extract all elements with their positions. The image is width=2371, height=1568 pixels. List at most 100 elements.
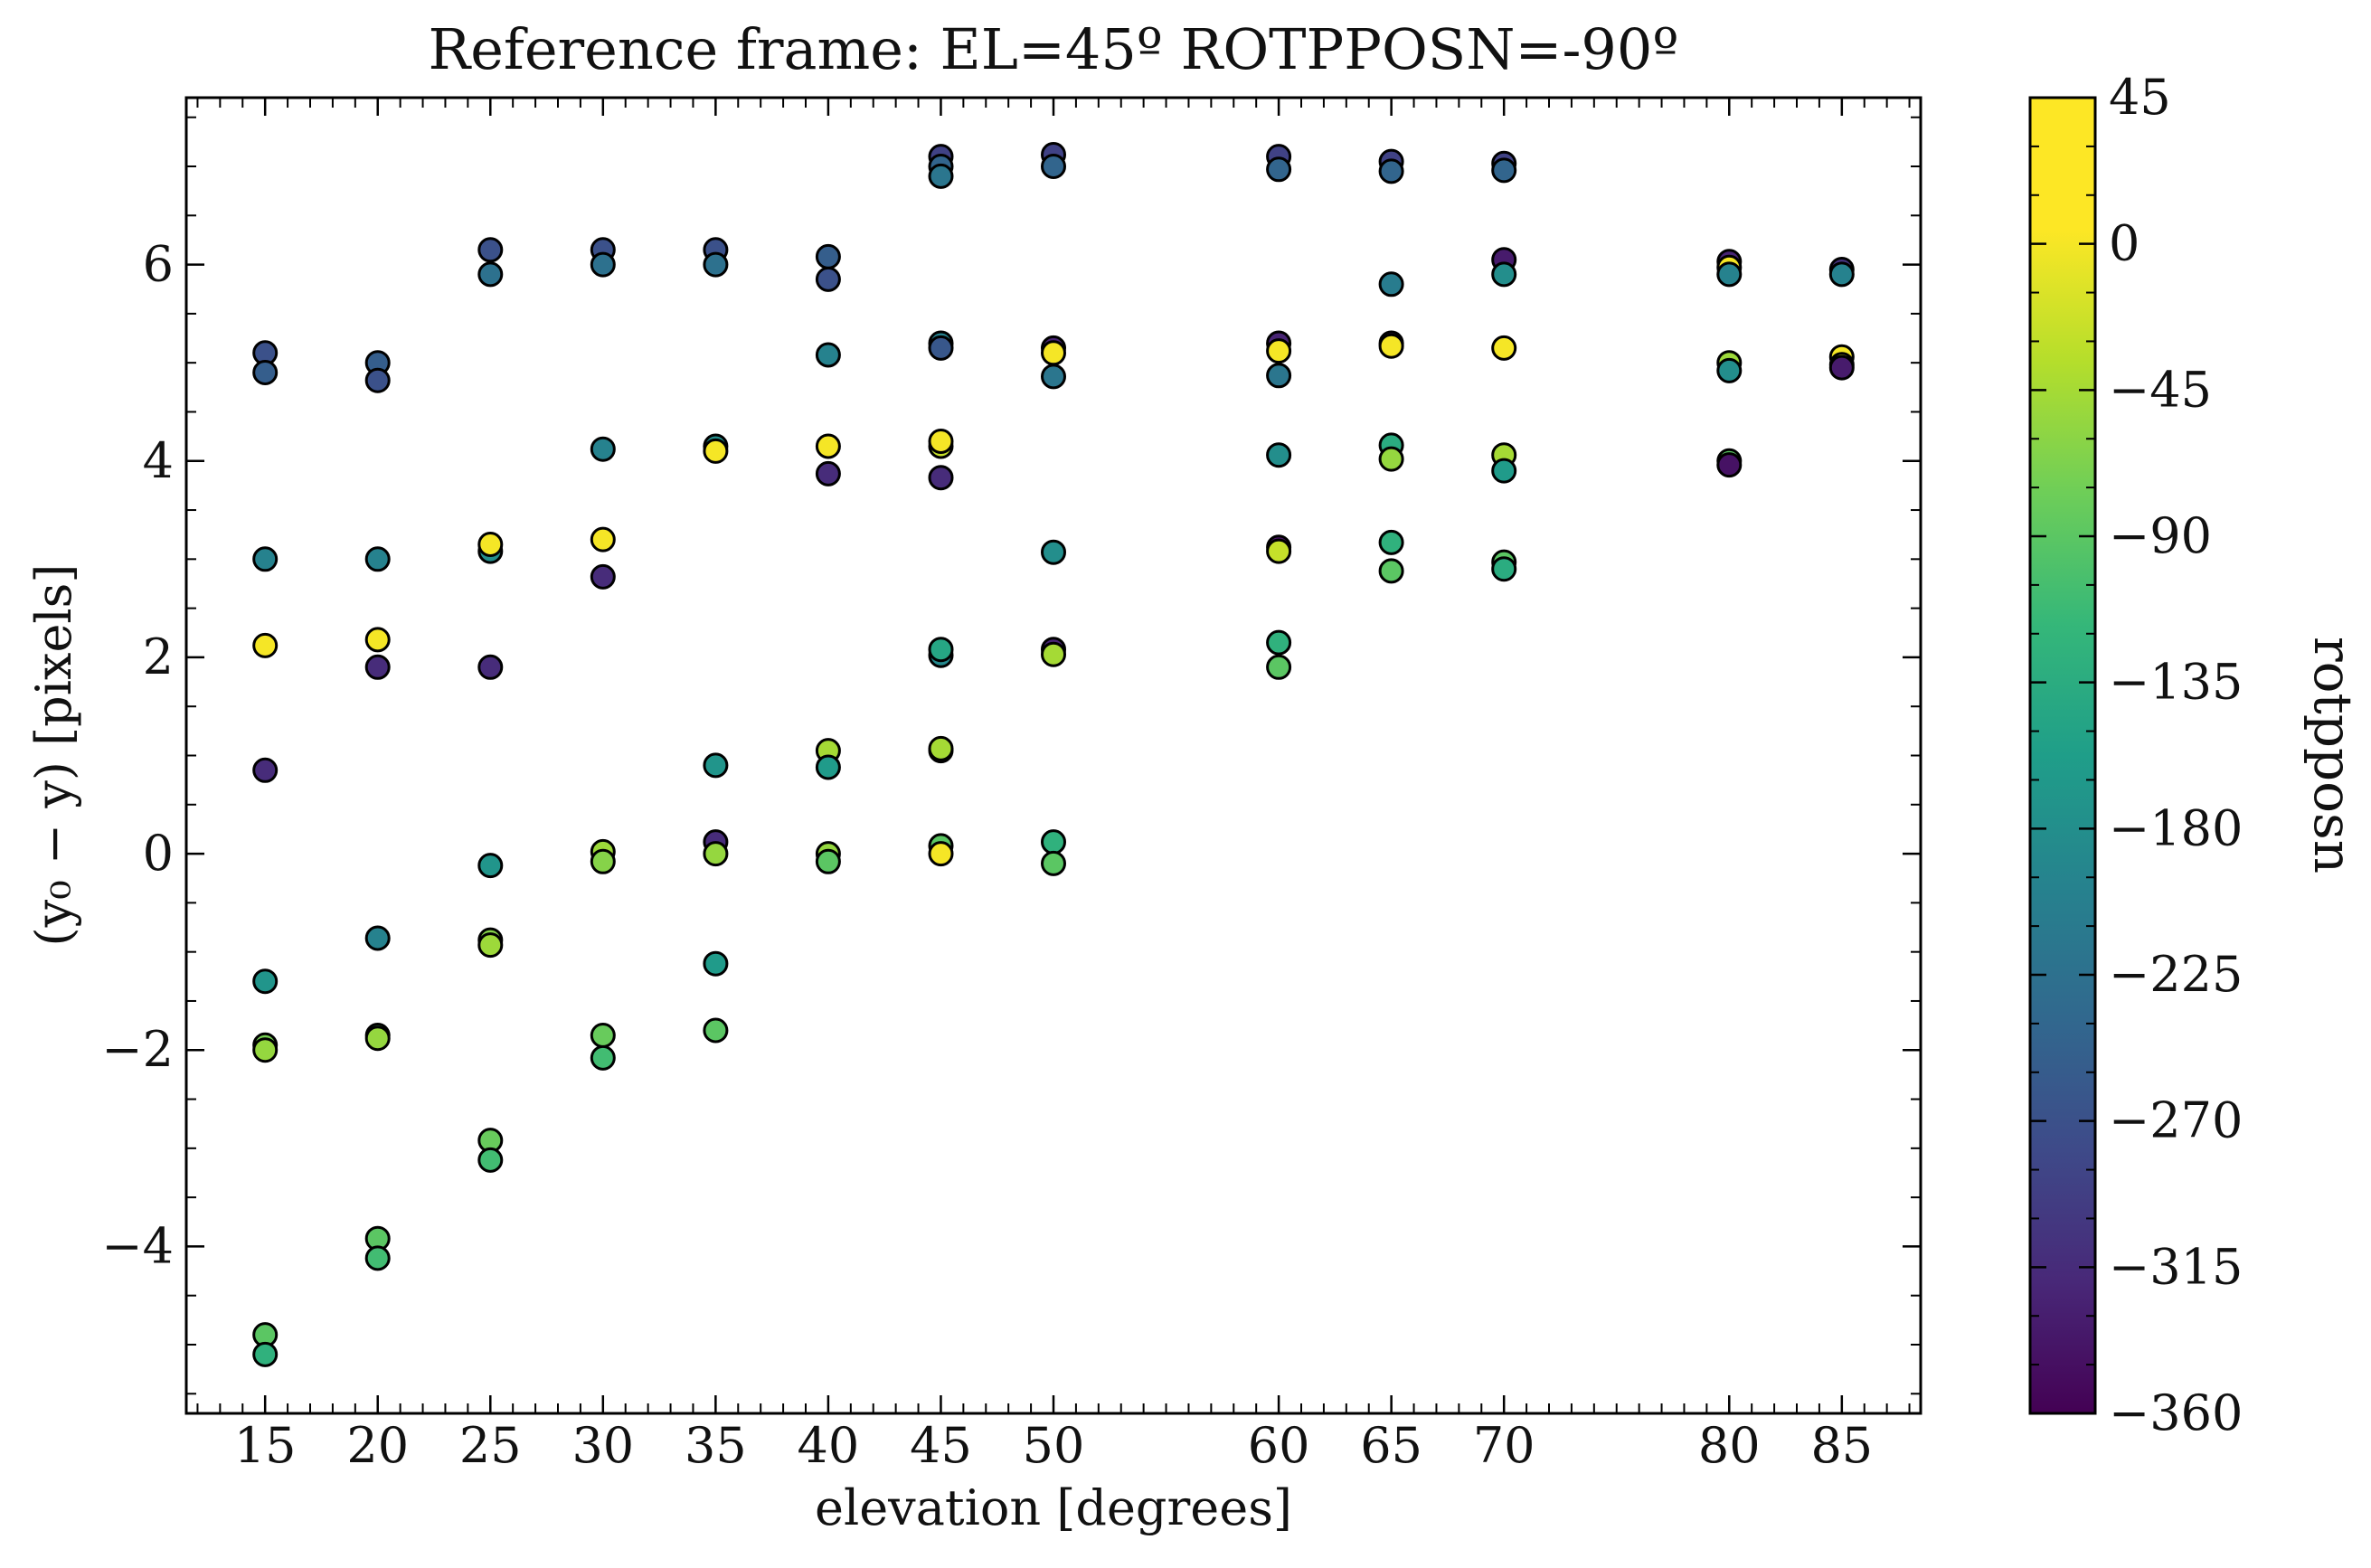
data-point [928,429,954,454]
data-point [703,950,729,977]
data-point [928,735,954,761]
data-point [815,754,841,780]
colorbar-tick-label: −270 [2109,1092,2243,1149]
data-point [1378,158,1404,184]
data-point [477,1147,504,1173]
data-point [1716,452,1743,478]
x-tick-label: 45 [910,1417,972,1474]
chart-title: Reference frame: EL=45º ROTPPOSN=-90º [429,16,1679,82]
data-point [364,546,391,572]
data-point [928,335,954,361]
data-point [815,266,841,292]
data-point [252,632,279,658]
x-tick-label: 40 [798,1417,860,1474]
data-point [815,243,841,269]
x-tick-label: 65 [1360,1417,1422,1474]
colorbar-ticks: 45 0 −45 −90 −135 −180 −225 −270 −315 −360 [2030,69,2243,1441]
data-point [364,925,391,951]
data-point [928,465,954,491]
x-tick-label: 30 [571,1417,634,1474]
data-point [252,1037,279,1063]
data-point [1378,271,1404,298]
data-point [928,163,954,189]
data-point [590,436,616,462]
data-point [1491,261,1517,288]
data-point [252,968,279,995]
data-point [1041,364,1066,390]
colorbar: 45 0 −45 −90 −135 −180 −225 −270 −315 −360 rotppo… [2028,69,2364,1441]
data-point [703,841,729,867]
data-point [1491,556,1517,582]
data-point [928,841,954,867]
data-point [1041,154,1066,179]
x-tick-label: 20 [346,1417,409,1474]
y-axis-label: (y₀ − y) [pixels] [25,564,82,947]
data-point [477,853,504,879]
data-point [590,526,616,553]
data-point [252,1341,279,1367]
data-point [1716,261,1743,288]
data-point [1266,156,1292,183]
colorbar-tick-label: 0 [2109,215,2140,272]
x-tick-label: 80 [1698,1417,1761,1474]
data-point [364,627,391,653]
data-point [1041,829,1066,855]
data-point [1041,641,1066,667]
data-point [1491,458,1517,484]
colorbar-tick-label: −315 [2109,1238,2243,1295]
data-point [1041,340,1066,366]
data-point [928,637,954,663]
data-point [1041,850,1066,876]
data-point [1378,333,1404,359]
colorbar-tick-label: −225 [2109,946,2243,1003]
data-point [1378,446,1404,472]
colorbar-tick-label: −90 [2109,507,2212,564]
data-point [477,654,504,680]
x-axis-label: elevation [degrees] [815,1479,1292,1536]
y-tick-label: −4 [101,1217,174,1274]
x-axis-ticks: 15 20 25 30 35 40 45 50 60 65 70 80 85 [196,98,1911,1474]
data-point [364,1245,391,1271]
data-point [1266,654,1292,680]
data-point [252,360,279,385]
x-tick-label: 85 [1810,1417,1873,1474]
data-point [815,460,841,486]
data-point [364,367,391,393]
x-tick-label: 60 [1248,1417,1310,1474]
data-point [477,237,504,263]
data-point [590,251,616,278]
data-point [1378,529,1404,555]
data-point [252,546,279,572]
data-point [1378,558,1404,584]
data-point [815,433,841,459]
plot-frame [184,96,1922,1415]
colorbar-tick-label: −135 [2109,654,2243,711]
data-point [590,563,616,590]
colorbar-tick-label: −45 [2109,361,2212,418]
data-point [477,932,504,959]
data-point [1828,354,1855,381]
colorbar-tick-label: −360 [2109,1384,2243,1441]
y-tick-label: 6 [143,236,174,293]
x-tick-label: 35 [685,1417,747,1474]
data-point [1266,338,1292,364]
data-point [364,1025,391,1052]
data-point [703,1017,729,1044]
x-tick-label: 25 [459,1417,522,1474]
plot-area: 15 20 25 30 35 40 45 50 60 65 70 80 85 −4 −2 0 2 4 6 [101,96,1922,1474]
data-point [703,251,729,278]
y-tick-label: 2 [143,628,174,685]
y-tick-label: −2 [101,1021,174,1078]
data-point [1266,363,1292,389]
y-axis-ticks: −4 −2 0 2 4 6 [101,116,1921,1395]
data-point [252,757,279,783]
x-tick-label: 50 [1023,1417,1085,1474]
data-point [1041,539,1066,565]
points-layer [252,142,1855,1367]
data-point [590,848,616,874]
data-point [815,342,841,368]
data-point [477,532,504,557]
data-point [1716,357,1743,383]
data-point [703,438,729,464]
